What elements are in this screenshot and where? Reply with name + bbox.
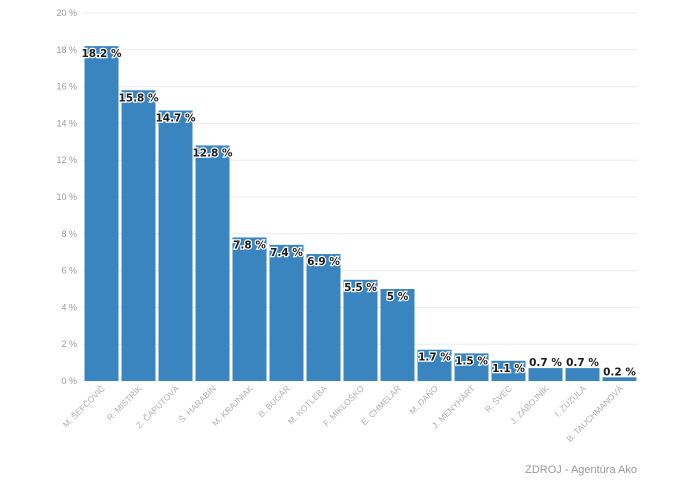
y-tick-label: 18 % xyxy=(56,45,77,55)
data-label: 1.7 % xyxy=(418,352,451,364)
x-tick-label: M. DAŇO xyxy=(407,383,440,416)
bar xyxy=(306,254,341,381)
data-label: 1.5 % xyxy=(455,355,488,367)
bar xyxy=(232,237,267,381)
bar xyxy=(491,360,526,381)
x-tick-label: J. ZÁBOJNÍK xyxy=(508,383,551,426)
data-label: 7.4 % xyxy=(270,247,303,259)
source-note: ZDROJ - Agentúra Ako xyxy=(525,464,637,476)
bar xyxy=(602,377,637,381)
y-tick-label: 0 % xyxy=(61,376,77,386)
x-tick-label: B. BUGÁR xyxy=(256,383,292,419)
data-label: 0.7 % xyxy=(529,357,562,369)
y-axis: 0 % 2 % 4 % 6 % 8 % 10 % 12 % 14 % 16 % 18 % 20 % xyxy=(56,8,77,386)
data-label: 14.7 % xyxy=(155,113,196,125)
bar xyxy=(528,368,563,381)
bar xyxy=(454,353,489,381)
data-label: 7.8 % xyxy=(233,239,266,251)
x-tick-label: E. CHMELÁR xyxy=(359,383,403,427)
x-tick-label: M. ŠEFČOVIČ xyxy=(61,383,107,429)
data-label: 1.1 % xyxy=(492,363,525,375)
data-label: 6.9 % xyxy=(307,256,340,268)
bar xyxy=(380,289,415,381)
y-tick-label: 8 % xyxy=(61,229,77,239)
data-label: 12.8 % xyxy=(192,147,233,159)
data-labels: 18.2 % 15.8 % 14.7 % 12.8 % 7.8 % 7.4 % 6.9 % 5… xyxy=(80,47,637,380)
y-tick-label: 20 % xyxy=(56,8,77,18)
data-label: 5.5 % xyxy=(344,282,377,294)
y-tick-label: 6 % xyxy=(61,266,77,276)
bar xyxy=(565,368,600,381)
bar xyxy=(195,145,230,381)
y-tick-label: 4 % xyxy=(61,302,77,312)
data-label: 0.2 % xyxy=(603,366,636,378)
data-label: 5 % xyxy=(387,291,409,303)
bar xyxy=(417,349,452,381)
y-tick-label: 2 % xyxy=(61,339,77,349)
data-label: 18.2 % xyxy=(81,48,122,60)
data-label: 0.7 % xyxy=(566,357,599,369)
bar xyxy=(343,279,378,381)
y-tick-label: 14 % xyxy=(56,118,77,128)
y-tick-label: 16 % xyxy=(56,82,77,92)
bar xyxy=(158,110,193,382)
x-tick-label: R. ŠVEC xyxy=(483,383,514,414)
bars xyxy=(84,46,637,382)
bar xyxy=(84,46,119,382)
data-label: 15.8 % xyxy=(118,92,159,104)
bar xyxy=(121,90,156,381)
x-tick-label: I. ZUZULA xyxy=(552,383,588,419)
bar xyxy=(269,244,304,381)
y-tick-label: 10 % xyxy=(56,192,77,202)
x-tick-label: R. MISTRÍK xyxy=(105,383,144,422)
y-tick-label: 12 % xyxy=(56,155,77,165)
